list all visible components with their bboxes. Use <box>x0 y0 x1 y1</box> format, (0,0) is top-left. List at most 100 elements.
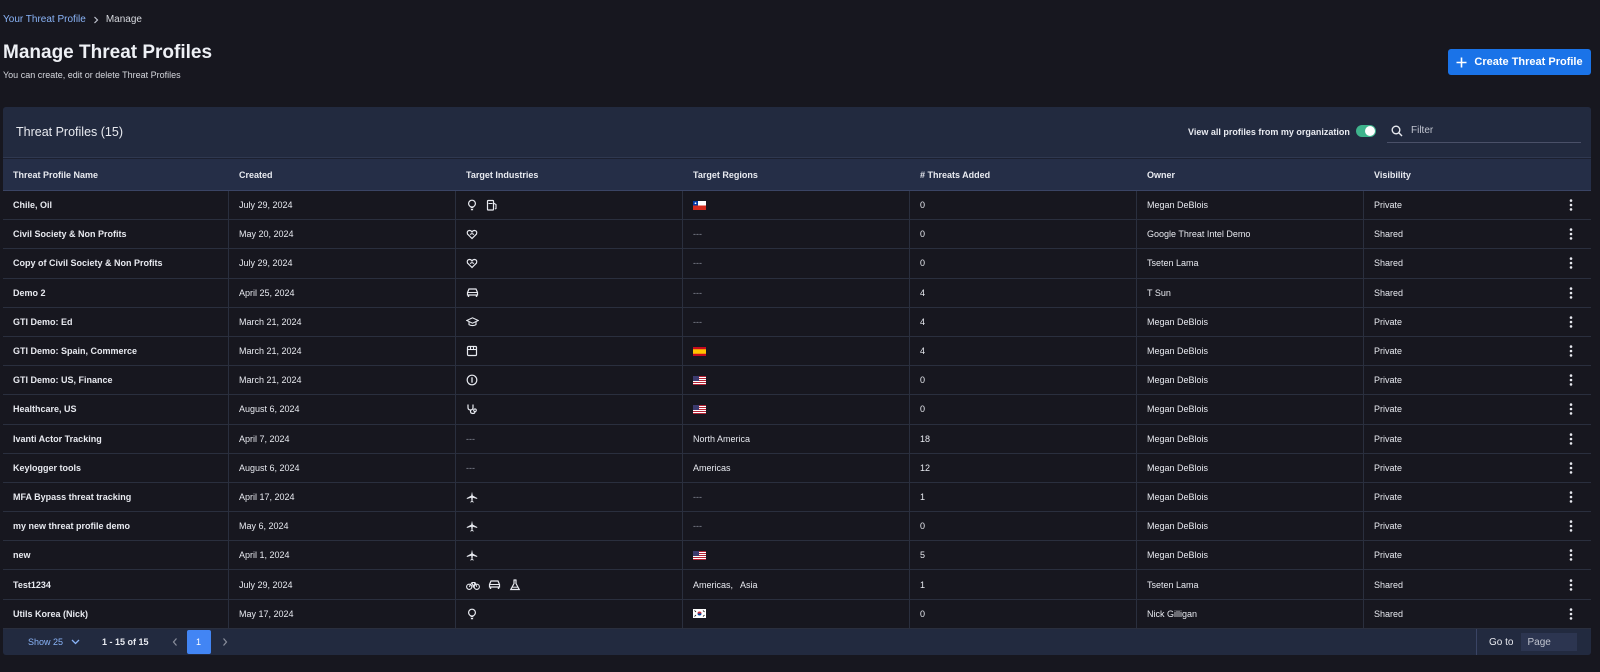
visibility: Private <box>1374 200 1403 211</box>
more-vert-icon[interactable] <box>1569 462 1573 474</box>
created-date: April 1, 2024 <box>229 541 456 570</box>
table-row[interactable]: Test1234 July 29, 2024 Americas, Asia 1 … <box>3 570 1591 600</box>
owner: Megan DeBlois <box>1137 366 1364 395</box>
target-industries <box>456 366 683 395</box>
column-header-owner[interactable]: Owner <box>1147 169 1176 180</box>
profile-name[interactable]: my new threat profile demo <box>3 512 229 541</box>
profile-name[interactable]: Chile, Oil <box>3 191 229 220</box>
threat-profiles-panel: Threat Profiles (15) View all profiles f… <box>3 107 1591 655</box>
column-header-created[interactable]: Created <box>239 169 273 180</box>
more-vert-icon[interactable] <box>1569 520 1573 532</box>
profile-name[interactable]: Utils Korea (Nick) <box>3 599 229 628</box>
table-row[interactable]: Chile, Oil July 29, 2024 0 Megan DeBlois… <box>3 191 1591 221</box>
threats-added: 0 <box>910 599 1137 628</box>
more-vert-icon[interactable] <box>1569 345 1573 357</box>
target-industries <box>456 395 683 424</box>
table-row[interactable]: Ivanti Actor Tracking April 7, 2024 --- … <box>3 424 1591 454</box>
car-icon <box>466 287 479 299</box>
target-regions: --- <box>683 249 910 278</box>
table-row[interactable]: Keylogger tools August 6, 2024 --- Ameri… <box>3 453 1591 483</box>
owner: Megan DeBlois <box>1137 541 1364 570</box>
target-industries <box>456 482 683 512</box>
column-header-regions[interactable]: Target Regions <box>693 169 758 180</box>
visibility: Private <box>1374 521 1403 532</box>
more-vert-icon[interactable] <box>1569 374 1573 386</box>
filter-input[interactable] <box>1411 125 1571 136</box>
profile-name[interactable]: Copy of Civil Society & Non Profits <box>3 249 229 278</box>
create-threat-profile-button[interactable]: Create Threat Profile <box>1448 49 1591 75</box>
goto-label: Go to <box>1489 636 1514 648</box>
chevron-down-icon <box>71 639 80 645</box>
created-date: March 21, 2024 <box>229 366 456 395</box>
more-vert-icon[interactable] <box>1569 286 1573 299</box>
profile-name[interactable]: Keylogger tools <box>3 453 229 482</box>
goto-page-input[interactable] <box>1521 633 1578 651</box>
chevron-left-icon[interactable] <box>171 637 179 647</box>
target-regions: North America <box>683 424 910 453</box>
more-vert-icon[interactable] <box>1569 432 1573 445</box>
table-row[interactable]: Utils Korea (Nick) May 17, 2024 0 Nick G… <box>3 599 1591 629</box>
target-industries: --- <box>456 453 683 482</box>
table-row[interactable]: Demo 2 April 25, 2024 --- 4 T Sun Shared <box>3 278 1591 308</box>
profile-name[interactable]: GTI Demo: US, Finance <box>3 366 229 395</box>
table-row[interactable]: my new threat profile demo May 6, 2024 -… <box>3 512 1591 542</box>
chevron-right-icon[interactable] <box>221 637 229 647</box>
target-industries: --- <box>456 424 683 453</box>
target-industries <box>456 307 683 336</box>
table-row[interactable]: Copy of Civil Society & Non Profits July… <box>3 249 1591 279</box>
visibility: Private <box>1374 375 1403 386</box>
column-header-threats[interactable]: # Threats Added <box>920 169 991 180</box>
regions-text: --- <box>693 521 702 532</box>
visibility: Shared <box>1374 579 1404 590</box>
profile-name[interactable]: GTI Demo: Spain, Commerce <box>3 336 229 366</box>
regions-text: --- <box>693 491 702 502</box>
more-vert-icon[interactable] <box>1569 316 1573 328</box>
threats-added: 12 <box>910 453 1137 482</box>
toggle-label: View all profiles from my organization <box>1188 127 1350 137</box>
page-size-label: Show 25 <box>28 637 64 647</box>
page-button-current[interactable]: 1 <box>186 630 211 654</box>
table-row[interactable]: Civil Society & Non Profits May 20, 2024… <box>3 220 1591 250</box>
visibility-cell: Private <box>1364 337 1591 365</box>
column-header-industries[interactable]: Target Industries <box>466 169 539 180</box>
profile-name[interactable]: Test1234 <box>3 570 229 599</box>
owner: Google Threat Intel Demo <box>1137 220 1364 249</box>
more-vert-icon[interactable] <box>1569 403 1573 416</box>
profile-name[interactable]: Civil Society & Non Profits <box>3 220 229 249</box>
more-vert-icon[interactable] <box>1569 578 1573 591</box>
table-row[interactable]: new April 1, 2024 5 Megan DeBlois Privat… <box>3 541 1591 571</box>
owner: Megan DeBlois <box>1137 512 1364 541</box>
breadcrumb-link-threat-profile[interactable]: Your Threat Profile <box>3 14 86 25</box>
more-vert-icon[interactable] <box>1569 608 1573 620</box>
more-vert-icon[interactable] <box>1569 228 1573 240</box>
profile-name[interactable]: Ivanti Actor Tracking <box>3 424 229 453</box>
page-title: Manage Threat Profiles <box>3 42 213 63</box>
visibility-cell: Shared <box>1364 600 1591 628</box>
target-regions: --- <box>683 220 910 249</box>
more-vert-icon[interactable] <box>1569 549 1573 562</box>
more-vert-icon[interactable] <box>1569 199 1573 211</box>
target-industries <box>456 570 683 599</box>
visibility: Private <box>1374 316 1403 327</box>
page-size-select[interactable]: Show 25 <box>28 637 80 647</box>
target-regions: Americas, Asia <box>683 570 910 599</box>
industries-empty: --- <box>466 433 475 444</box>
profile-name[interactable]: MFA Bypass threat tracking <box>3 482 229 512</box>
profile-name[interactable]: new <box>3 541 229 570</box>
table-row[interactable]: GTI Demo: Ed March 21, 2024 --- 4 Megan … <box>3 307 1591 337</box>
table-row[interactable]: GTI Demo: US, Finance March 21, 2024 0 M… <box>3 366 1591 396</box>
owner: Megan DeBlois <box>1137 482 1364 512</box>
table-row[interactable]: Healthcare, US August 6, 2024 0 Megan De… <box>3 395 1591 425</box>
threats-added: 0 <box>910 220 1137 249</box>
more-vert-icon[interactable] <box>1569 491 1573 503</box>
more-vert-icon[interactable] <box>1569 257 1573 270</box>
profile-name[interactable]: Healthcare, US <box>3 395 229 424</box>
column-header-name[interactable]: Threat Profile Name <box>13 169 99 180</box>
profile-name[interactable]: GTI Demo: Ed <box>3 307 229 336</box>
visibility-cell: Shared <box>1364 279 1591 307</box>
profile-name[interactable]: Demo 2 <box>3 278 229 307</box>
table-row[interactable]: GTI Demo: Spain, Commerce March 21, 2024… <box>3 336 1591 367</box>
table-row[interactable]: MFA Bypass threat tracking April 17, 202… <box>3 482 1591 513</box>
column-header-visibility[interactable]: Visibility <box>1374 169 1411 180</box>
view-all-profiles-toggle[interactable] <box>1356 125 1376 137</box>
